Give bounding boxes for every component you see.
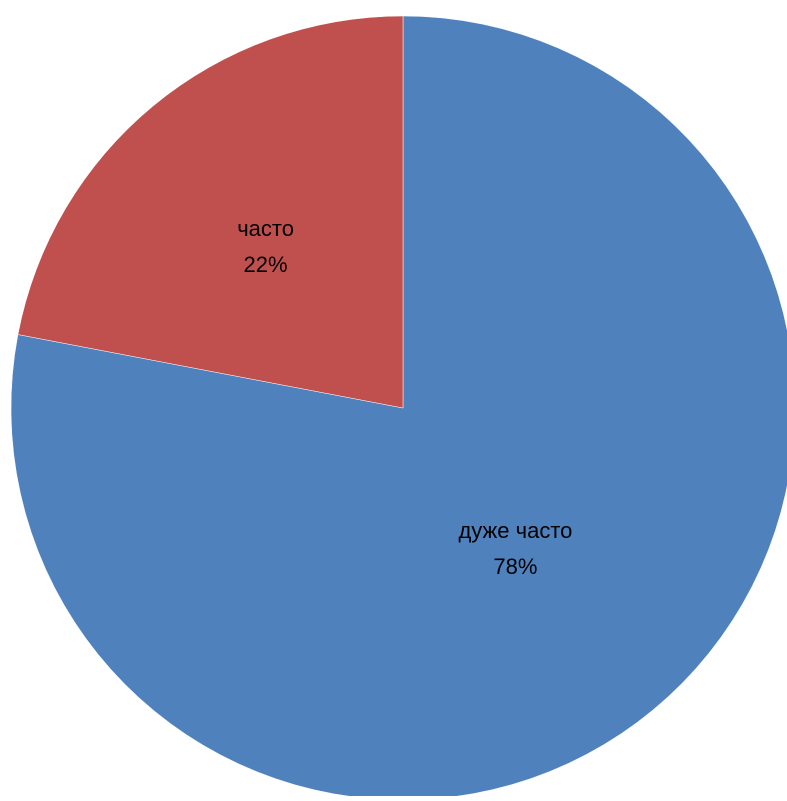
pie-slice-1 [10,15,787,801]
pie-slice-2 [17,15,404,409]
slice-percent-label: 78% [493,554,537,579]
slice-label-2: часто 22% [237,216,294,277]
slice-category-label: дуже часто [458,518,572,543]
slice-percent-label: 22% [244,252,288,277]
slice-label-1: дуже часто 78% [458,518,572,579]
slice-category-label: часто [237,216,294,241]
pie-labels: дуже часто 78% часто 22% [237,216,572,579]
pie-slices [10,15,787,801]
